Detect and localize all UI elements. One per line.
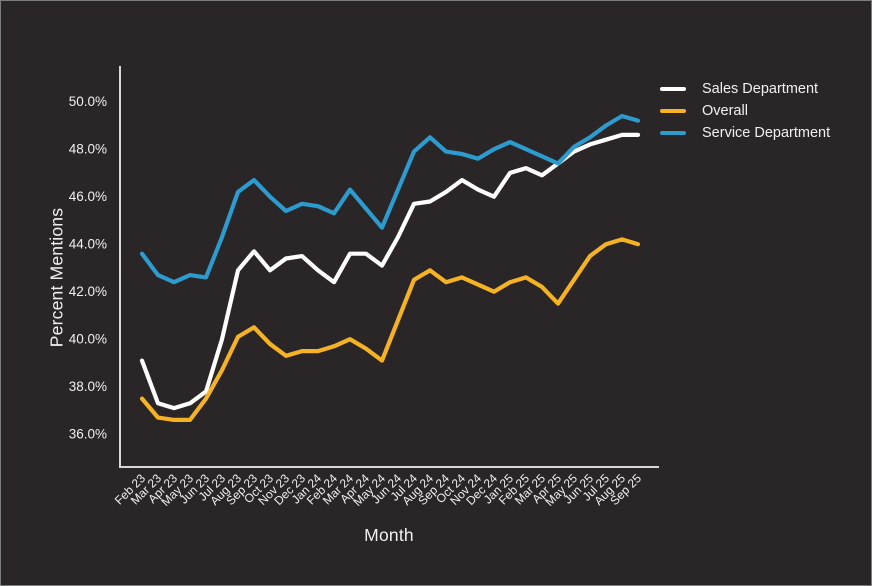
y-tick-label: 44.0%: [69, 237, 107, 252]
legend-swatch-overall: [660, 108, 686, 114]
series-line-sales-department: [139, 132, 641, 411]
y-tick-label: 36.0%: [69, 427, 107, 442]
legend-swatch-sales-department: [660, 86, 686, 92]
y-tick-label: 42.0%: [69, 284, 107, 299]
series-line-overall: [139, 237, 641, 422]
series-line-service-department: [139, 113, 641, 285]
legend-label: Overall: [702, 103, 748, 119]
y-tick-label: 46.0%: [69, 189, 107, 204]
legend: Sales Department Overall Service Departmen…: [660, 78, 830, 144]
legend-item-sales-department: Sales Department: [660, 78, 830, 100]
x-axis-title: Month: [364, 525, 414, 545]
y-axis-title: Percent Mentions: [46, 207, 67, 348]
y-tick-label: 40.0%: [69, 332, 107, 347]
y-tick-label: 48.0%: [69, 142, 107, 157]
legend-item-service-department: Service Department: [660, 122, 830, 144]
legend-swatch-service-department: [660, 130, 686, 136]
legend-label: Service Department: [702, 125, 831, 141]
y-tick-label: 38.0%: [69, 379, 107, 394]
legend-item-overall: Overall: [660, 100, 830, 122]
legend-label: Sales Department: [702, 81, 819, 97]
y-tick-label: 50.0%: [69, 94, 107, 109]
